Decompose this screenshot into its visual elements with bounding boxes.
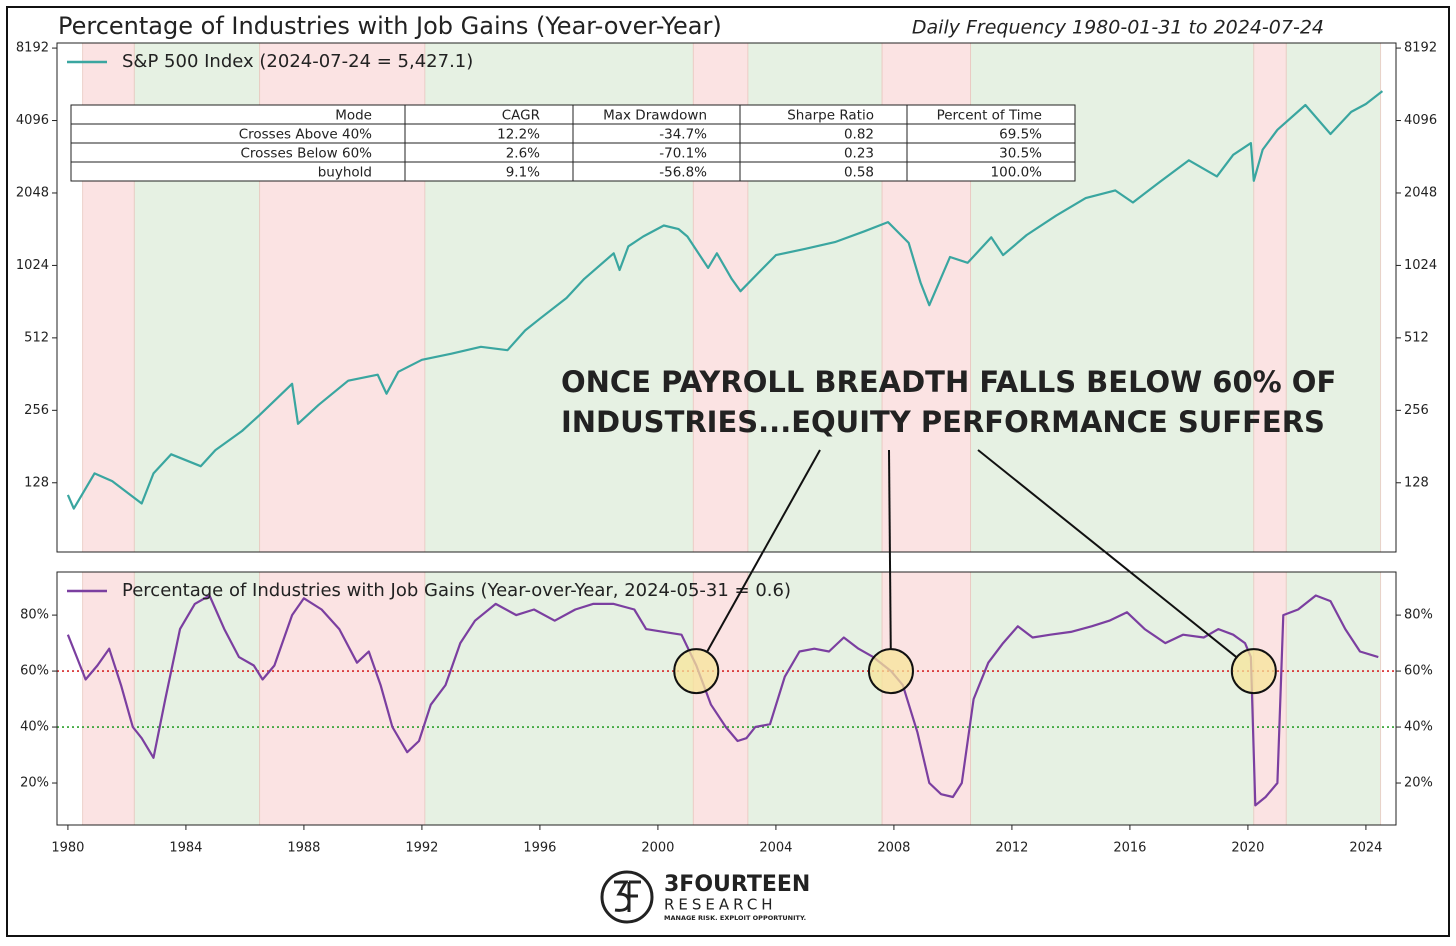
y-tick-label-right: 512 (1404, 330, 1429, 345)
table-header: CAGR (502, 108, 540, 124)
table-cell: 0.82 (844, 127, 874, 143)
y-tick-label-right: 8192 (1404, 41, 1437, 56)
table-cell: Crosses Below 60% (240, 146, 372, 162)
x-tick-label: 2024 (1349, 841, 1382, 856)
highlight-circle (673, 648, 720, 695)
y-tick-label-right: 256 (1404, 403, 1429, 418)
annotation: INDUSTRIES...EQUITY PERFORMANCE SUFFERS (561, 405, 1325, 439)
logo-name: 3FOURTEEN (664, 872, 810, 897)
x-tick-label: 2000 (641, 841, 674, 856)
y-tick-label: 80% (20, 608, 49, 623)
table-cell: 0.58 (844, 165, 874, 181)
plot-frame (56, 571, 1397, 826)
x-tick-label: 2012 (995, 841, 1028, 856)
y-tick-label-right: 60% (1404, 664, 1433, 679)
y-tick-label-right: 1024 (1404, 258, 1437, 273)
regime-band (970, 571, 1255, 826)
plot-frame (56, 42, 1397, 553)
table-cell: -56.8% (659, 165, 707, 181)
regime-band (1253, 42, 1287, 553)
logo: 3FOURTEEN RESEARCH MANAGE RISK. EXPLOIT … (600, 870, 810, 924)
annotation-arrow (977, 449, 1238, 659)
chart-title: Percentage of Industries with Job Gains … (58, 12, 722, 40)
table-cell: -34.7% (659, 127, 707, 143)
y-tick-label: 60% (20, 664, 49, 679)
y-tick-label: 40% (20, 720, 49, 735)
table-cell: Crosses Above 40% (239, 127, 372, 143)
table-cell: 30.5% (999, 146, 1042, 162)
regime-band (82, 571, 135, 826)
x-tick-label: 1984 (169, 841, 202, 856)
series-line (66, 90, 1384, 510)
chart-subtitle: Daily Frequency 1980-01-31 to 2024-07-24 (912, 17, 1324, 39)
table-header: Mode (335, 108, 372, 124)
table-header: Max Drawdown (603, 108, 707, 124)
table-cell: 9.1% (506, 165, 540, 181)
x-tick-label: 2004 (759, 841, 792, 856)
y-tick-label: 4096 (16, 113, 49, 128)
series-line (66, 594, 1379, 807)
legend-label: Percentage of Industries with Job Gains … (122, 580, 791, 601)
logo-ring (600, 870, 654, 924)
regime-band (747, 571, 883, 826)
annotation: ONCE PAYROLL BREADTH FALLS BELOW 60% OF (561, 365, 1336, 399)
x-tick-label: 1996 (523, 841, 556, 856)
regime-band (133, 571, 261, 826)
x-tick-label: 2008 (877, 841, 910, 856)
x-tick-label: 2020 (1231, 841, 1264, 856)
page-frame (6, 6, 1450, 937)
table-cell: 0.23 (844, 146, 874, 162)
regime-band (1285, 42, 1382, 553)
y-tick-label: 256 (24, 403, 49, 418)
regime-band (881, 571, 972, 826)
highlight-circle (867, 648, 914, 695)
x-tick-label: 1992 (405, 841, 438, 856)
table-cell: 12.2% (497, 127, 540, 143)
y-tick-label: 2048 (16, 185, 49, 200)
annotation-arrow (888, 449, 892, 650)
logo-mark (614, 880, 641, 912)
y-tick-label-right: 80% (1404, 608, 1433, 623)
table-header: Percent of Time (937, 108, 1042, 124)
x-tick-label: 1980 (51, 841, 84, 856)
table-cell: 69.5% (999, 127, 1042, 143)
regime-band (692, 571, 749, 826)
x-tick-label: 1988 (287, 841, 320, 856)
y-tick-label: 512 (24, 330, 49, 345)
regime-band (259, 571, 426, 826)
table-cell: -70.1% (659, 146, 707, 162)
x-tick-label: 2016 (1113, 841, 1146, 856)
y-tick-label-right: 4096 (1404, 113, 1437, 128)
table-cell: buyhold (318, 165, 372, 181)
table-cell: 2.6% (506, 146, 540, 162)
y-tick-label-right: 20% (1404, 776, 1433, 791)
y-tick-label: 128 (24, 475, 49, 490)
y-tick-label: 1024 (16, 258, 49, 273)
y-tick-label: 8192 (16, 41, 49, 56)
y-tick-label: 20% (20, 776, 49, 791)
y-tick-label-right: 2048 (1404, 185, 1437, 200)
highlight-circle (1230, 648, 1277, 695)
regime-band (424, 571, 694, 826)
annotation-arrow (706, 449, 821, 653)
table-header: Sharpe Ratio (787, 108, 874, 124)
regime-band (1285, 571, 1382, 826)
table-cell: 100.0% (991, 165, 1043, 181)
logo-tagline: MANAGE RISK. EXPLOIT OPPORTUNITY. (664, 914, 806, 922)
legend-label: S&P 500 Index (2024-07-24 = 5,427.1) (122, 51, 473, 72)
y-tick-label-right: 40% (1404, 720, 1433, 735)
y-tick-label-right: 128 (1404, 475, 1429, 490)
logo-sub: RESEARCH (664, 896, 777, 914)
